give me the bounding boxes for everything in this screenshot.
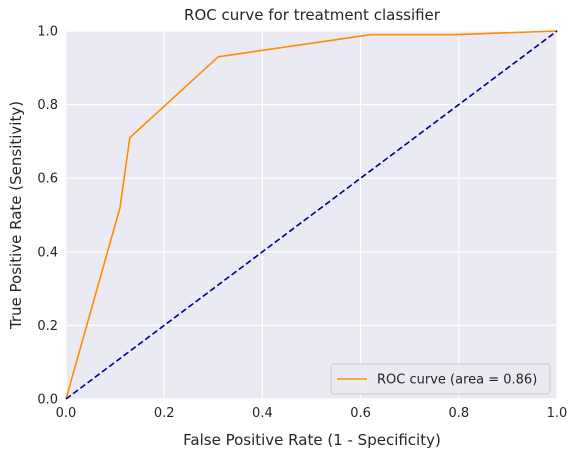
y-tick-label-0: 0.0 (37, 393, 58, 408)
x-axis-ticks: 0.0 0.2 0.4 0.6 0.8 1.0 (56, 406, 568, 421)
legend: ROC curve (area = 0.86) (330, 363, 551, 395)
y-tick-label-5: 1.0 (37, 25, 58, 40)
y-axis-ticks: 0.0 0.2 0.4 0.6 0.8 1.0 (37, 25, 58, 408)
legend-label-roc: ROC curve (area = 0.86) (377, 373, 537, 388)
x-axis-label: False Positive Rate (1 - Specificity) (183, 431, 441, 449)
y-tick-label-1: 0.2 (37, 319, 58, 334)
x-tick-label-0: 0.0 (56, 406, 77, 421)
legend-box (330, 363, 551, 395)
series-group (65, 30, 558, 400)
y-tick-label-2: 0.4 (37, 245, 58, 260)
roc-curve-line (65, 30, 558, 400)
y-axis-label: True Positive Rate (Sensitivity) (7, 101, 25, 330)
chart-title: ROC curve for treatment classifier (184, 6, 441, 24)
x-tick-label-3: 0.6 (350, 406, 371, 421)
grid-lines (65, 30, 558, 400)
y-tick-label-4: 0.8 (37, 98, 58, 113)
x-tick-label-4: 0.8 (448, 406, 469, 421)
x-tick-label-2: 0.4 (252, 406, 273, 421)
x-tick-label-1: 0.2 (154, 406, 175, 421)
x-tick-label-5: 1.0 (547, 406, 568, 421)
chance-diagonal-line (65, 30, 558, 400)
y-tick-label-3: 0.6 (37, 172, 58, 187)
